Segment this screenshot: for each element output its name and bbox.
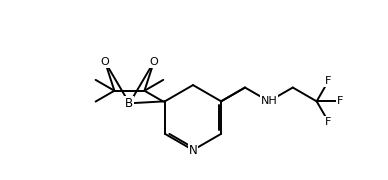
Text: O: O bbox=[149, 57, 158, 67]
Text: F: F bbox=[325, 76, 332, 86]
Text: F: F bbox=[325, 117, 332, 127]
Text: B: B bbox=[125, 97, 133, 110]
Text: NH: NH bbox=[260, 96, 277, 106]
Text: F: F bbox=[337, 96, 343, 106]
Text: O: O bbox=[101, 57, 109, 67]
Text: N: N bbox=[189, 144, 197, 157]
